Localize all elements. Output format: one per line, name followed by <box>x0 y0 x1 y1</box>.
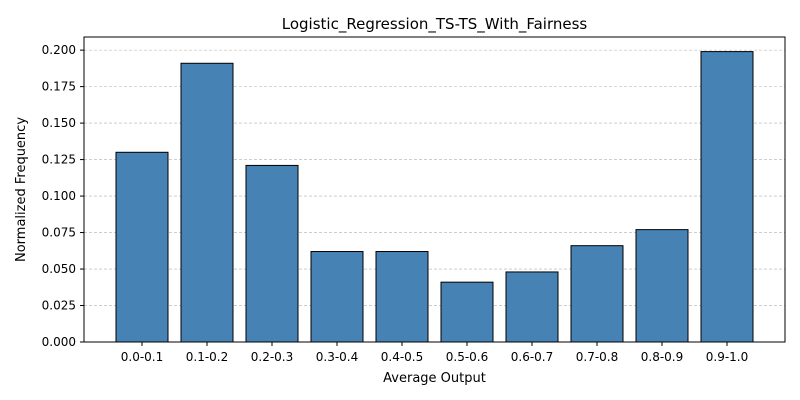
x-tick-label: 0.2-0.3 <box>251 350 294 364</box>
y-axis: 0.000 0.025 0.050 0.075 0.100 0.125 0.150 0.175… <box>42 43 84 349</box>
bar-0.9-1.0 <box>700 51 754 343</box>
y-tick-label: 0.200 <box>42 43 76 57</box>
x-tick-label: 0.4-0.5 <box>381 350 424 364</box>
x-axis: 0.0-0.1 0.1-0.2 0.2-0.3 0.3-0.4 0.4-0.5 0.5-0… <box>121 342 749 364</box>
y-tick-label: 0.100 <box>42 189 76 203</box>
y-tick-label: 0.000 <box>42 335 76 349</box>
x-tick-label: 0.5-0.6 <box>446 350 489 364</box>
y-tick-label: 0.175 <box>42 80 76 94</box>
x-tick-label: 0.7-0.8 <box>576 350 619 364</box>
bar-0.1-0.2 <box>180 62 234 343</box>
x-tick-label: 0.8-0.9 <box>641 350 684 364</box>
bar-0.3-0.4 <box>310 251 364 343</box>
bar-0.8-0.9 <box>635 229 689 343</box>
plot-frame <box>83 36 786 343</box>
y-tick-label: 0.050 <box>42 262 76 276</box>
y-tick-label: 0.150 <box>42 116 76 130</box>
bar-0.2-0.3 <box>245 164 299 343</box>
x-tick-label: 0.6-0.7 <box>511 350 554 364</box>
bar-0.7-0.8 <box>570 245 624 343</box>
x-tick-label: 0.0-0.1 <box>121 350 164 364</box>
x-tick-label: 0.3-0.4 <box>316 350 359 364</box>
x-tick-label: 0.1-0.2 <box>186 350 229 364</box>
x-axis-label: Average Output <box>383 371 486 386</box>
y-tick-label: 0.075 <box>42 226 76 240</box>
bars <box>115 51 754 343</box>
y-axis-label: Normalized Frequency <box>14 117 29 262</box>
bar-0.0-0.1 <box>115 151 169 343</box>
x-tick-label: 0.9-1.0 <box>706 350 749 364</box>
y-tick-label: 0.025 <box>42 299 76 313</box>
bar-0.4-0.5 <box>375 251 429 343</box>
y-tick-label: 0.125 <box>42 153 76 167</box>
bar-0.6-0.7 <box>505 271 559 343</box>
bar-0.5-0.6 <box>440 281 494 343</box>
chart-title: Logistic_Regression_TS-TS_With_Fairness <box>282 15 588 34</box>
